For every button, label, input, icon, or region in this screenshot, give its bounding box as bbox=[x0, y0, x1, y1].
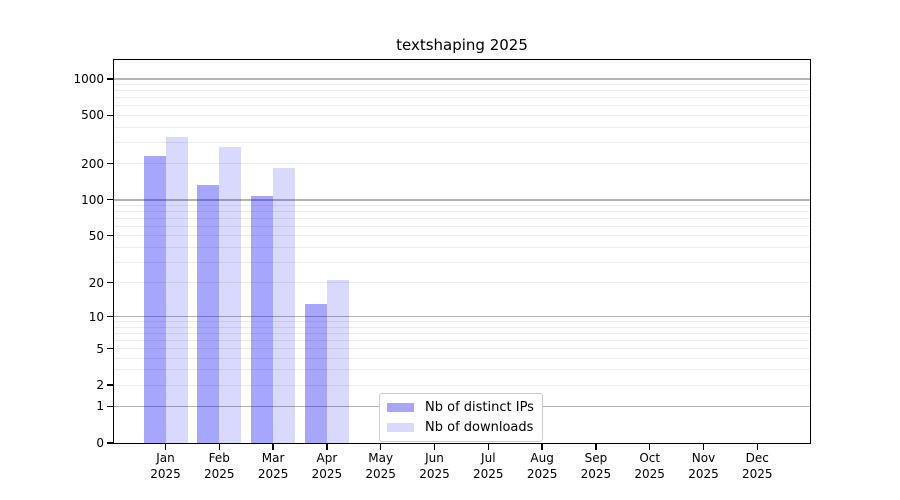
y-tick-mark bbox=[107, 235, 114, 237]
x-tick-label: Apr 2025 bbox=[299, 451, 355, 482]
legend-label-distinct-ips: Nb of distinct IPs bbox=[425, 399, 534, 415]
gridline-minor bbox=[114, 90, 810, 92]
y-tick-label: 0 bbox=[96, 436, 104, 450]
legend-item-downloads: Nb of downloads bbox=[380, 417, 542, 437]
y-tick-label: 100 bbox=[81, 192, 104, 207]
y-tick-label: 1 bbox=[96, 399, 104, 414]
legend-swatch-distinct-ips bbox=[387, 402, 414, 412]
x-tick-year: 2025 bbox=[419, 466, 450, 481]
x-tick-label: Jan 2025 bbox=[138, 451, 194, 482]
y-tick-mark bbox=[107, 78, 114, 80]
x-tick-mark bbox=[487, 444, 489, 450]
y-tick-label: 2 bbox=[96, 378, 104, 393]
y-tick-label: 1000 bbox=[73, 71, 104, 86]
y-tick-mark bbox=[107, 405, 114, 408]
x-tick-label: Nov 2025 bbox=[676, 451, 732, 482]
x-tick-label: Oct 2025 bbox=[622, 451, 678, 482]
y-tick-label: 5 bbox=[96, 341, 104, 356]
x-tick-mark bbox=[541, 444, 543, 450]
y-tick-mark bbox=[107, 162, 114, 165]
x-tick-year: 2025 bbox=[204, 466, 235, 481]
x-tick-mark bbox=[326, 444, 328, 450]
legend-label-downloads: Nb of downloads bbox=[425, 419, 534, 435]
bar bbox=[273, 167, 296, 443]
x-tick-year: 2025 bbox=[742, 466, 773, 481]
x-tick-month: Oct bbox=[639, 451, 661, 465]
y-tick-label: 500 bbox=[81, 108, 104, 123]
x-tick-month: Dec bbox=[745, 451, 769, 465]
bar bbox=[165, 137, 188, 443]
legend: Nb of distinct IPs Nb of downloads bbox=[379, 393, 543, 442]
y-tick-mark bbox=[107, 347, 114, 350]
x-tick-mark bbox=[702, 444, 705, 450]
y-tick-mark bbox=[107, 281, 114, 284]
y-tick-mark bbox=[107, 316, 114, 318]
x-tick-month: Mar bbox=[261, 451, 285, 465]
gridline-major bbox=[114, 78, 810, 80]
y-tick-label: 200 bbox=[81, 156, 104, 171]
x-tick-mark bbox=[272, 444, 274, 450]
x-tick-mark bbox=[756, 444, 758, 450]
y-tick-label: 20 bbox=[88, 275, 104, 290]
bar bbox=[304, 303, 327, 443]
x-tick-month: Aug bbox=[530, 451, 554, 465]
x-tick-mark bbox=[649, 444, 651, 450]
gridline-minor bbox=[114, 97, 810, 99]
x-tick-year: 2025 bbox=[150, 466, 181, 481]
y-tick-label: 50 bbox=[88, 228, 104, 243]
x-tick-label: May 2025 bbox=[353, 451, 409, 482]
x-tick-label: Jun 2025 bbox=[407, 451, 463, 482]
x-tick-label: Aug 2025 bbox=[514, 451, 570, 482]
x-tick-month: Apr bbox=[316, 451, 338, 465]
x-tick-label: Sep 2025 bbox=[568, 451, 624, 482]
y-tick-mark bbox=[107, 384, 114, 386]
x-tick-label: Feb 2025 bbox=[191, 451, 247, 482]
x-tick-mark bbox=[218, 444, 220, 450]
x-tick-month: Jun bbox=[425, 451, 444, 465]
x-tick-mark bbox=[595, 444, 597, 450]
legend-swatch-downloads bbox=[387, 422, 414, 432]
x-tick-month: Feb bbox=[208, 451, 230, 465]
x-tick-mark bbox=[433, 444, 436, 450]
x-tick-mark bbox=[164, 444, 167, 450]
y-tick-label: 10 bbox=[88, 309, 104, 324]
x-tick-year: 2025 bbox=[257, 466, 289, 481]
x-tick-year: 2025 bbox=[634, 466, 665, 481]
gridline-minor bbox=[114, 141, 810, 143]
gridline-minor bbox=[114, 105, 810, 107]
x-tick-month: Nov bbox=[691, 451, 716, 465]
gridline-minor bbox=[114, 84, 810, 86]
y-tick-mark bbox=[107, 199, 114, 201]
x-tick-year: 2025 bbox=[365, 466, 396, 481]
plot-area bbox=[114, 60, 810, 443]
x-tick-year: 2025 bbox=[526, 466, 558, 481]
bar bbox=[251, 196, 274, 443]
bar bbox=[219, 147, 242, 443]
gridline-minor bbox=[114, 126, 810, 128]
x-tick-month: Jan bbox=[156, 451, 175, 465]
x-tick-year: 2025 bbox=[688, 466, 719, 481]
gridline-minor bbox=[114, 114, 810, 116]
x-tick-mark bbox=[380, 444, 382, 450]
bar bbox=[197, 184, 220, 443]
x-tick-year: 2025 bbox=[473, 466, 504, 481]
x-tick-year: 2025 bbox=[580, 466, 612, 481]
y-tick-mark bbox=[107, 114, 114, 117]
x-tick-label: Jul 2025 bbox=[460, 451, 516, 482]
x-tick-label: Mar 2025 bbox=[245, 451, 301, 482]
bar bbox=[326, 280, 349, 443]
x-tick-month: May bbox=[368, 451, 394, 465]
x-tick-year: 2025 bbox=[311, 466, 343, 481]
x-tick-month: Jul bbox=[481, 451, 496, 465]
chart-title: textshaping 2025 bbox=[396, 36, 528, 54]
bar bbox=[143, 156, 166, 443]
legend-item-distinct-ips: Nb of distinct IPs bbox=[380, 397, 542, 417]
x-tick-label: Dec 2025 bbox=[729, 451, 785, 482]
x-tick-month: Sep bbox=[584, 451, 608, 465]
y-tick-mark bbox=[107, 442, 114, 444]
